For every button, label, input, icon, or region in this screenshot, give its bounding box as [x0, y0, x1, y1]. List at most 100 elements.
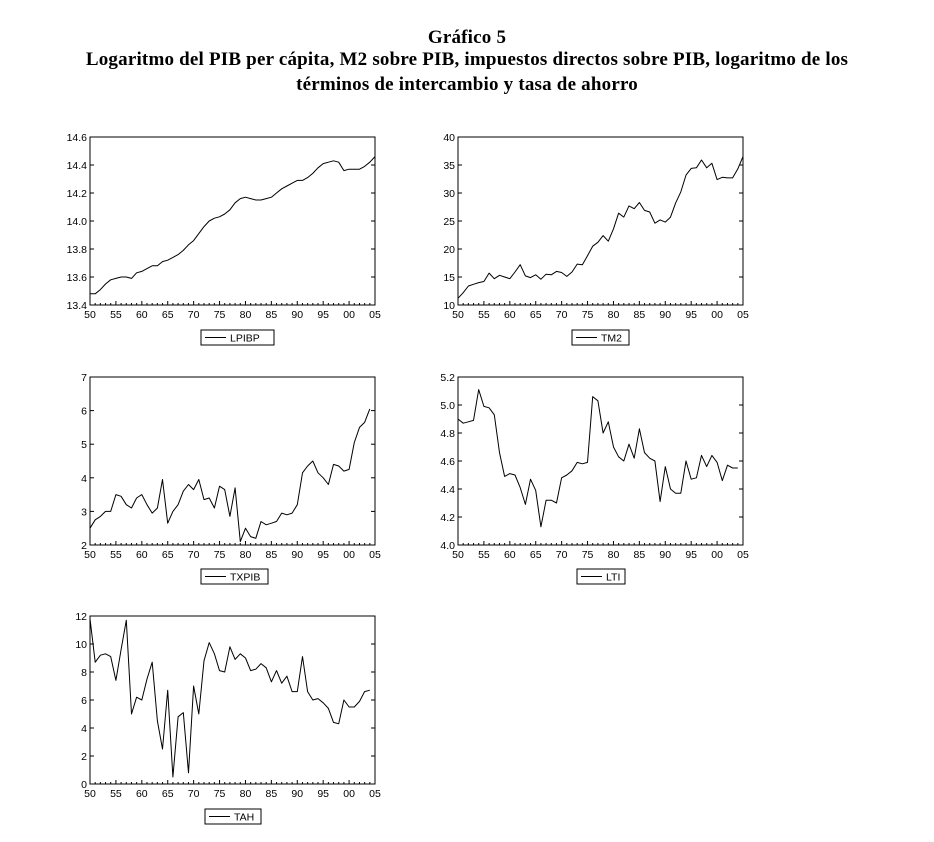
x-tick-label: 60: [504, 309, 516, 321]
x-tick-label: 00: [343, 788, 355, 800]
legend-box: [200, 568, 269, 585]
x-tick-label: 75: [214, 309, 226, 321]
y-tick-label: 4.0: [440, 540, 455, 552]
x-tick-label: 65: [162, 788, 174, 800]
legend-label: TXPIB: [230, 572, 260, 584]
x-tick-label: 05: [369, 549, 381, 561]
y-tick-label: 14.2: [67, 188, 88, 200]
x-tick-label: 50: [84, 788, 96, 800]
x-tick-label: 65: [162, 309, 174, 321]
x-tick-label: 50: [452, 309, 464, 321]
x-tick-label: 80: [608, 309, 620, 321]
legend-box: [204, 808, 262, 825]
x-tick-label: 60: [136, 309, 148, 321]
y-tick-label: 4: [81, 723, 87, 735]
x-tick-label: 80: [240, 788, 252, 800]
x-tick-label: 55: [478, 549, 490, 561]
x-tick-label: 95: [317, 788, 329, 800]
x-tick-label: 65: [530, 309, 542, 321]
x-tick-label: 70: [556, 549, 568, 561]
x-tick-label: 90: [291, 788, 303, 800]
y-tick-label: 4.4: [440, 484, 455, 496]
x-tick-label: 95: [685, 309, 697, 321]
x-tick-label: 75: [582, 309, 594, 321]
y-tick-label: 3: [81, 506, 87, 518]
x-tick-label: 70: [556, 309, 568, 321]
x-tick-label: 55: [478, 309, 490, 321]
y-tick-label: 14.0: [67, 216, 88, 228]
chart-lti: 4.0 4.2 4.4 4.6 4.8 5.0 5.2 50 55 60 65 70 75 80 85 90 9…: [440, 372, 749, 585]
x-tick-label: 55: [110, 549, 122, 561]
legend-box: [200, 329, 275, 346]
y-tick-label: 25: [443, 216, 455, 228]
y-tick-label: 10: [443, 300, 455, 312]
legend: TAH: [204, 808, 262, 825]
legend: TXPIB: [200, 568, 269, 585]
y-tick-label: 20: [443, 244, 455, 256]
series-line-txpib: [89, 408, 371, 543]
series-line-tah: [89, 618, 370, 778]
series-line-tm2: [457, 156, 744, 299]
chart-tm2: 10 15 20 25 30 35 40 50 55 60 65 70 75 80 85 90 95 00 05 TM…: [443, 132, 749, 346]
y-tick-label: 13.6: [67, 272, 88, 284]
x-tick-label: 05: [737, 309, 749, 321]
y-tick-label: 13.4: [67, 300, 88, 312]
y-tick-label: 0: [81, 779, 87, 791]
x-tick-label: 75: [214, 788, 226, 800]
legend: TM2: [571, 329, 630, 346]
y-tick-label: 10: [75, 639, 87, 651]
y-tick-label: 14.4: [67, 160, 88, 172]
y-tick-label: 12: [75, 611, 87, 623]
legend-label: TAH: [234, 812, 254, 824]
x-tick-label: 60: [136, 788, 148, 800]
x-tick-label: 00: [711, 309, 723, 321]
y-tick-label: 4.2: [440, 512, 455, 524]
x-tick-label: 95: [317, 549, 329, 561]
x-tick-label: 05: [369, 788, 381, 800]
x-tick-label: 70: [188, 788, 200, 800]
y-tick-label: 5.2: [440, 372, 455, 384]
x-tick-label: 55: [110, 788, 122, 800]
y-tick-label: 7: [81, 372, 87, 384]
y-tick-label: 6: [81, 695, 87, 707]
x-tick-label: 90: [659, 309, 671, 321]
x-tick-label: 90: [659, 549, 671, 561]
legend-label: LTI: [606, 572, 620, 584]
x-tick-label: 85: [634, 309, 646, 321]
x-tick-label: 85: [266, 309, 278, 321]
y-tick-label: 5: [81, 439, 87, 451]
plot-frame: [89, 136, 376, 306]
x-tick-label: 85: [634, 549, 646, 561]
legend: LTI: [576, 568, 626, 585]
y-tick-label: 2: [81, 751, 87, 763]
x-tick-label: 90: [291, 549, 303, 561]
y-tick-label: 13.8: [67, 244, 88, 256]
x-tick-label: 50: [84, 549, 96, 561]
figure-title-line-2: términos de intercambio y tasa de ahorro: [296, 74, 638, 95]
x-tick-label: 85: [266, 549, 278, 561]
legend: LPIBP: [200, 329, 275, 346]
chart-txpib: 2 3 4 5 6 7 50 55 60 65 70 75 80 85 90 95 00 05 TXPIB: [81, 372, 381, 585]
x-tick-label: 65: [162, 549, 174, 561]
y-tick-label: 14.6: [67, 132, 88, 144]
legend-label: TM2: [601, 333, 622, 345]
x-tick-label: 95: [317, 309, 329, 321]
x-tick-label: 65: [530, 549, 542, 561]
figure-number: Gráfico 5: [427, 27, 507, 48]
x-tick-label: 80: [240, 309, 252, 321]
x-tick-label: 70: [188, 549, 200, 561]
y-tick-label: 4.6: [440, 456, 455, 468]
y-tick-label: 5.0: [440, 400, 455, 412]
x-tick-label: 00: [711, 549, 723, 561]
y-tick-label: 35: [443, 160, 455, 172]
chart-lpibp: 13.4 13.6 13.8 14.0 14.2 14.4 14.6 50 55 60 65 70 75…: [67, 132, 381, 346]
x-tick-label: 60: [504, 549, 516, 561]
y-tick-label: 30: [443, 188, 455, 200]
plot-frame: [89, 376, 376, 546]
legend-label: LPIBP: [230, 333, 260, 345]
y-tick-label: 4: [81, 473, 87, 485]
x-tick-label: 75: [214, 549, 226, 561]
y-tick-label: 4.8: [440, 428, 455, 440]
x-tick-label: 70: [188, 309, 200, 321]
